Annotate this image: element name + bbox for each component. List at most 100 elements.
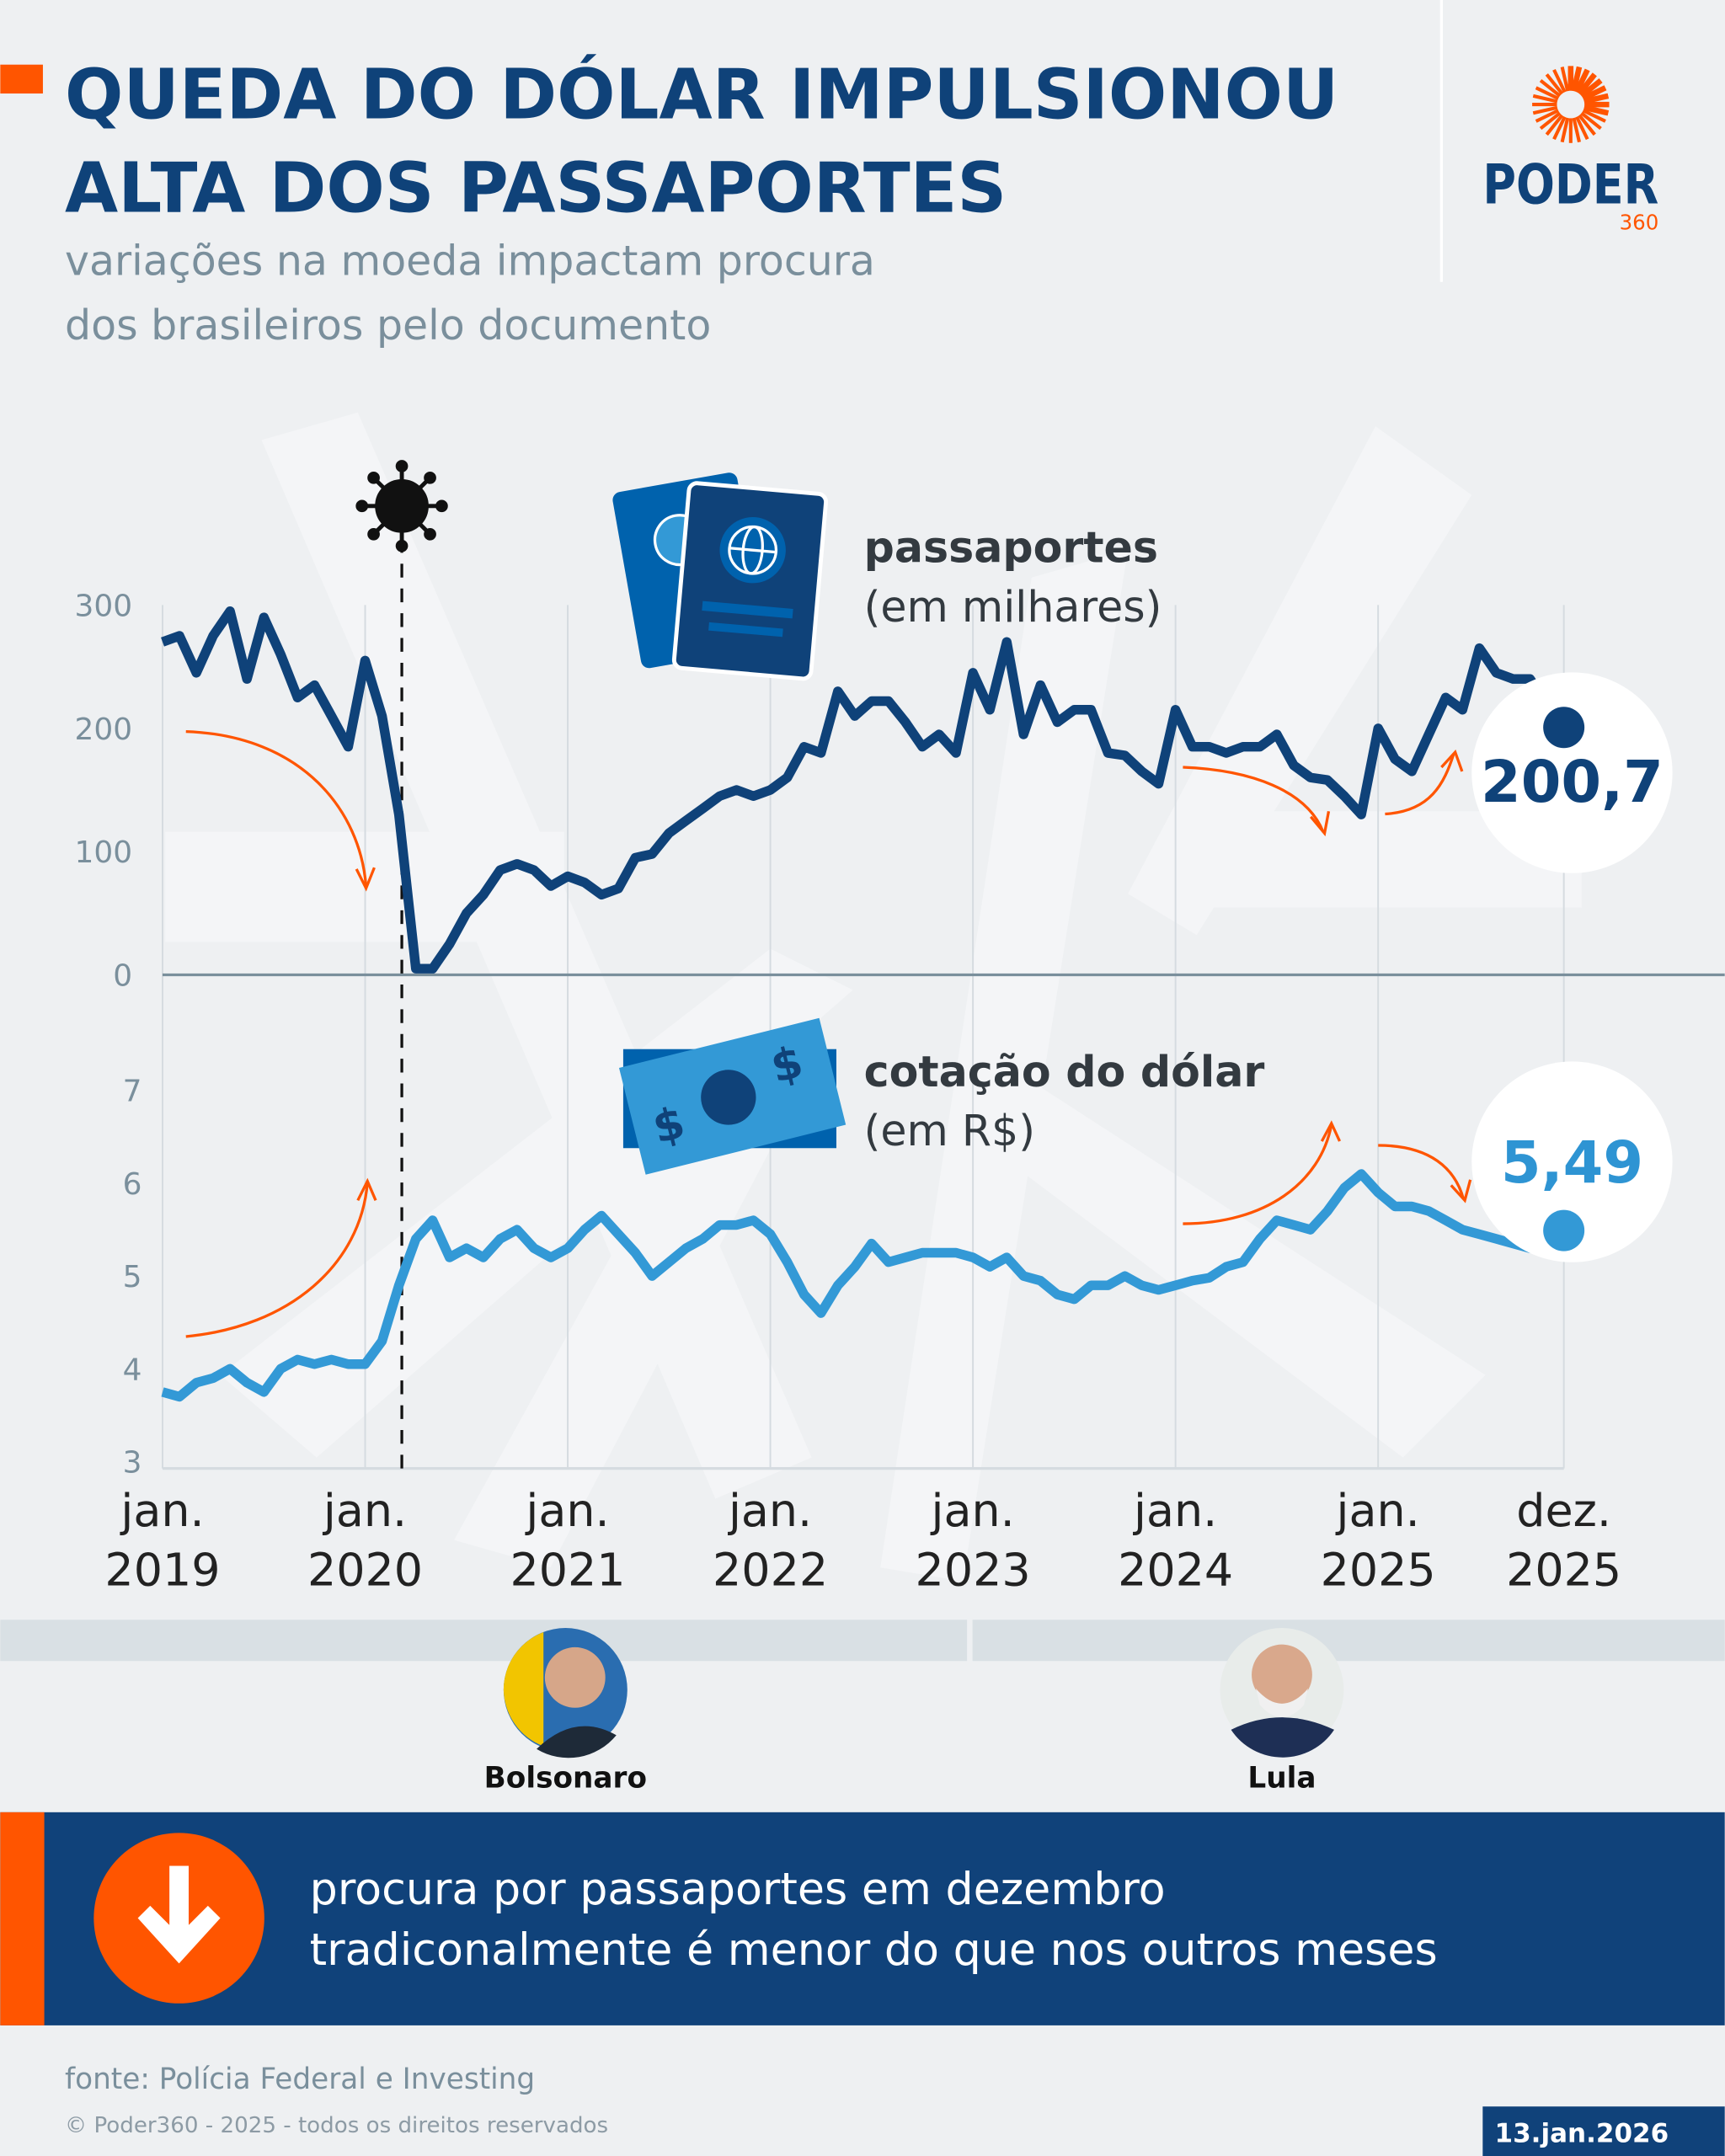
sun-ray bbox=[1560, 67, 1570, 92]
sun-ray bbox=[1578, 114, 1596, 136]
copyright-text: © Poder360 - 2025 - todos os direitos re… bbox=[65, 2113, 608, 2138]
logo-text: PODER bbox=[1482, 153, 1658, 217]
x-tick-label-month: dez. bbox=[1516, 1484, 1611, 1537]
sun-ray bbox=[1552, 69, 1567, 93]
callout-line1: procura por passaportes em dezembro bbox=[310, 1865, 1166, 1915]
virus-icon bbox=[355, 460, 448, 552]
sun-ray bbox=[1583, 93, 1610, 104]
arrow-up-2019 bbox=[185, 1182, 369, 1338]
sun-ray bbox=[1535, 86, 1559, 100]
passport-series-line bbox=[161, 606, 1568, 974]
passport-icon bbox=[612, 472, 829, 681]
arrow-down-2025-dollar bbox=[1378, 1144, 1466, 1200]
virus-spike-tip bbox=[395, 460, 409, 472]
arrow-down-2024 bbox=[1183, 766, 1325, 833]
virus-spike-tip bbox=[367, 527, 380, 541]
sun-ray bbox=[1583, 104, 1610, 116]
source-text: fonte: Polícia Federal e Investing bbox=[65, 2063, 535, 2096]
poder360-logo: PODER 360 bbox=[1482, 66, 1659, 235]
passport-y-tick: 0 bbox=[113, 959, 132, 994]
virus-spike-tip bbox=[435, 499, 448, 513]
dollar-series-line bbox=[161, 1169, 1567, 1402]
dollar-end-badge bbox=[1471, 1061, 1673, 1262]
dollar-y-tick: 6 bbox=[123, 1167, 142, 1202]
dollar-series-title: cotação do dólar bbox=[864, 1047, 1265, 1097]
x-tick-label-year: 2025 bbox=[1506, 1543, 1621, 1596]
sun-ray bbox=[1582, 109, 1606, 123]
bolsonaro-term-band bbox=[0, 1620, 968, 1662]
dollar-y-tick: 5 bbox=[123, 1260, 142, 1294]
x-tick-label-year: 2020 bbox=[307, 1543, 423, 1596]
y-axis-ticks: 0 100 200 300 3 4 5 6 7 bbox=[75, 589, 142, 1480]
x-tick-label-month: jan. bbox=[728, 1484, 812, 1537]
x-tick-label-month: jan. bbox=[930, 1484, 1014, 1537]
passport-y-tick: 300 bbox=[75, 589, 133, 623]
sun-ray bbox=[1575, 115, 1589, 141]
subtitle-line2: dos brasileiros pelo documento bbox=[65, 302, 711, 350]
arrow-down-2019 bbox=[185, 729, 368, 888]
page-title-line1: QUEDA DO DÓLAR IMPULSIONOU bbox=[65, 53, 1338, 135]
passport-end-badge bbox=[1471, 672, 1673, 873]
publish-date: 13.jan.2026 bbox=[1495, 2119, 1669, 2149]
x-tick-label-year: 2023 bbox=[916, 1543, 1031, 1596]
x-tick-label-year: 2024 bbox=[1118, 1543, 1233, 1596]
logo-subtext: 360 bbox=[1620, 211, 1659, 235]
sun-ray bbox=[1535, 109, 1559, 123]
virus-spike-tip bbox=[424, 527, 436, 541]
x-tick-label-month: jan. bbox=[1133, 1484, 1217, 1537]
passport-y-tick: 200 bbox=[75, 712, 133, 747]
sun-ray bbox=[1571, 66, 1583, 92]
subtitle-line1: variações na moeda impactam procura bbox=[65, 237, 875, 286]
sun-logo-icon bbox=[1532, 66, 1610, 143]
date-box bbox=[1482, 2106, 1725, 2156]
x-tick-label-year: 2021 bbox=[510, 1543, 626, 1596]
dollar-y-tick: 3 bbox=[123, 1446, 142, 1481]
x-tick-label-year: 2019 bbox=[104, 1543, 220, 1596]
callout-box: procura por passaportes em dezembro trad… bbox=[0, 1812, 1725, 2025]
passport-series-title: passaportes bbox=[864, 523, 1158, 573]
sun-ray bbox=[1577, 72, 1597, 96]
bolsonaro-label: Bolsonaro bbox=[484, 1761, 647, 1795]
sun-ray bbox=[1552, 115, 1567, 141]
sun-ray bbox=[1560, 117, 1570, 143]
x-tick-label-month: jan. bbox=[525, 1484, 609, 1537]
end-dots bbox=[1543, 707, 1585, 1251]
virus-spike-tip bbox=[424, 471, 436, 484]
x-tick-label-year: 2025 bbox=[1321, 1543, 1436, 1596]
sun-ray bbox=[1545, 73, 1564, 95]
virus-spike-tip bbox=[367, 471, 380, 484]
x-tick-label-month: jan. bbox=[1336, 1484, 1420, 1537]
trend-arrows bbox=[185, 729, 1472, 1338]
banknote-icon: $ $ bbox=[618, 1017, 846, 1175]
sun-ray bbox=[1572, 117, 1581, 143]
sun-ray bbox=[1573, 68, 1590, 93]
x-tick-label-year: 2022 bbox=[713, 1543, 828, 1596]
dollar-series-unit: (em R$) bbox=[864, 1106, 1035, 1155]
passport-y-tick: 100 bbox=[75, 835, 133, 870]
dollar-end-dot bbox=[1543, 1209, 1585, 1251]
passport-end-label: 200,7 bbox=[1481, 749, 1664, 816]
sun-ray bbox=[1579, 78, 1603, 99]
sun-ray bbox=[1582, 85, 1607, 101]
virus-spike-tip bbox=[395, 539, 409, 552]
x-tick-label-month: jan. bbox=[323, 1484, 407, 1537]
chart-series bbox=[161, 606, 1568, 1402]
lula-label: Lula bbox=[1247, 1761, 1316, 1795]
sun-ray bbox=[1539, 111, 1562, 131]
dollar-end-label: 5,49 bbox=[1501, 1129, 1643, 1197]
bolsonaro-avatar bbox=[503, 1628, 628, 1758]
callout-line2: tradiconalmente é menor do que nos outro… bbox=[310, 1925, 1438, 1976]
lula-term-band bbox=[972, 1620, 1725, 1662]
sun-ray bbox=[1539, 78, 1562, 98]
header-accent bbox=[0, 64, 43, 94]
arrow-up-2025 bbox=[1385, 753, 1455, 816]
sun-ray bbox=[1545, 114, 1564, 136]
sun-ray bbox=[1580, 111, 1602, 131]
dollar-y-tick: 4 bbox=[123, 1353, 142, 1387]
passport-series-unit: (em milhares) bbox=[864, 582, 1162, 632]
page-title-line2: ALTA DOS PASSAPORTES bbox=[65, 148, 1007, 228]
passport-end-dot bbox=[1543, 707, 1585, 749]
sun-ray bbox=[1532, 93, 1558, 104]
lula-avatar bbox=[1220, 1628, 1344, 1758]
